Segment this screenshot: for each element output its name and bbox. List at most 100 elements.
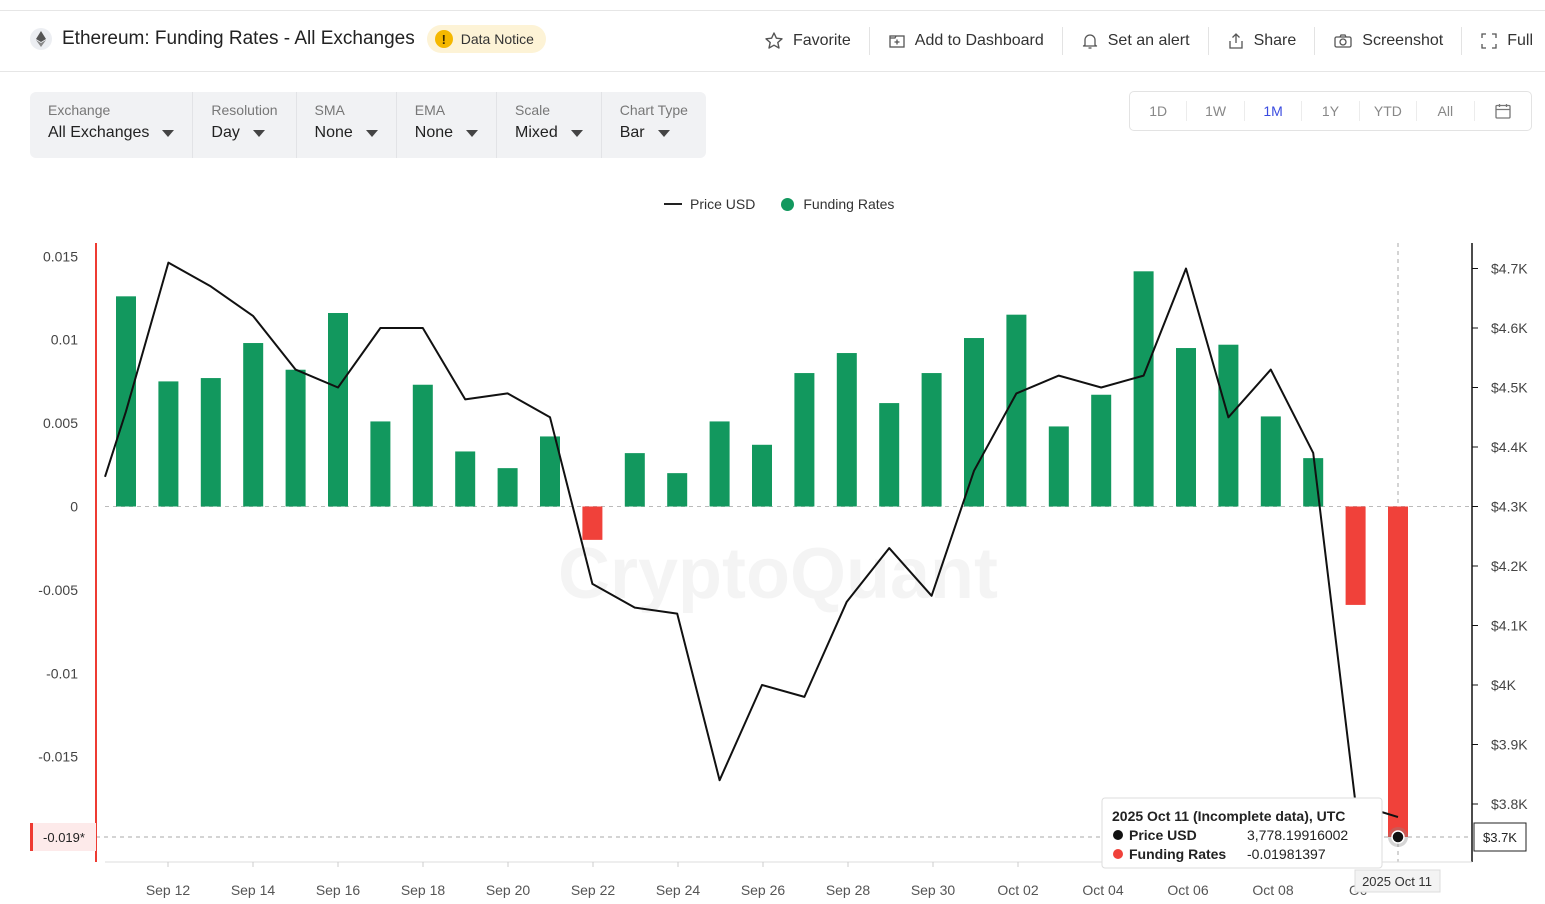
add-to-dashboard-label: Add to Dashboard [914, 32, 1044, 49]
chart-controls: Exchange All Exchanges Resolution Day SM… [30, 92, 706, 158]
caret-down-icon [252, 129, 265, 137]
set-alert-label: Set an alert [1107, 32, 1190, 49]
header-actions: Favorite Add to Dashboard Set an alert S… [746, 27, 1533, 55]
y-left-tick-label: 0.015 [43, 248, 78, 264]
funding-bar [370, 421, 391, 507]
chart-type-select[interactable]: Chart Type Bar [602, 92, 706, 158]
funding-bar [1176, 348, 1196, 507]
y-left-tick-label: 0.01 [51, 332, 78, 348]
caret-down-icon [657, 129, 670, 137]
tooltip-series-name: Funding Rates [1129, 846, 1226, 862]
current-value-tag [30, 822, 96, 851]
funding-bar [1091, 394, 1112, 507]
y-left-tick-label: 0 [70, 499, 78, 515]
x-tick-label: Sep 12 [146, 882, 191, 898]
tooltip-series-value: -0.01981397 [1247, 846, 1326, 862]
sma-select[interactable]: SMA None [297, 92, 397, 158]
funding-legend-label[interactable]: Funding Rates [803, 196, 895, 212]
add-to-dashboard-button[interactable]: Add to Dashboard [868, 27, 1062, 55]
share-button[interactable]: Share [1207, 27, 1315, 55]
chart-type-label: Chart Type [619, 102, 688, 118]
x-tick-label: Sep 16 [316, 882, 361, 898]
funding-bar [794, 373, 815, 507]
funding-bar [667, 473, 688, 507]
funding-bar [1006, 314, 1027, 507]
funding-bar [540, 436, 560, 507]
tooltip-title: 2025 Oct 11 (Incomplete data), UTC [1112, 808, 1345, 824]
scale-label: Scale [515, 102, 551, 118]
exchange-label: Exchange [48, 102, 111, 118]
x-tick-label: Sep 24 [656, 882, 701, 898]
star-icon [765, 32, 783, 49]
calendar-button[interactable] [1475, 101, 1531, 121]
x-tick-label: Sep 30 [911, 882, 956, 898]
y-right-tick-label: $4.6K [1491, 320, 1528, 336]
ema-select[interactable]: EMA None [397, 92, 498, 158]
funding-bar [1133, 271, 1154, 507]
funding-bar [582, 506, 603, 540]
range-1y[interactable]: 1Y [1302, 101, 1360, 121]
y-right-tick-label: $4.4K [1491, 439, 1528, 455]
title-area: Ethereum: Funding Rates - All Exchanges … [30, 25, 546, 53]
dashboard-add-icon [889, 35, 905, 48]
funding-legend-swatch [781, 197, 795, 211]
funding-bar [412, 384, 433, 507]
funding-bar [158, 381, 179, 507]
fullscreen-label: Full [1507, 32, 1533, 49]
x-tick-label: Sep 18 [401, 882, 446, 898]
funding-rate-chart[interactable]: CryptoQuant 0.015 0.01 0.005 0 -0.005 -0.01 -0.… [0, 230, 1545, 904]
x-tick-label: Sep 28 [826, 882, 871, 898]
x-tick-label: Sep 20 [486, 882, 531, 898]
set-alert-button[interactable]: Set an alert [1061, 27, 1208, 55]
tooltip-box [1101, 797, 1383, 869]
y-left-tick-label: -0.015 [38, 749, 78, 765]
scale-select[interactable]: Scale Mixed [497, 92, 602, 158]
funding-bar [709, 421, 730, 507]
y-right-tick-label: $4.7K [1491, 261, 1528, 277]
share-icon [1228, 33, 1243, 49]
resolution-value: Day [211, 124, 240, 141]
y-right-tick-label: $3.9K [1491, 737, 1528, 753]
range-all[interactable]: All [1417, 101, 1475, 121]
chart-type-value: Bar [619, 124, 645, 141]
range-ytd[interactable]: YTD [1360, 101, 1418, 121]
funding-bar [1218, 344, 1239, 507]
caret-down-icon [162, 129, 175, 137]
range-1d[interactable]: 1D [1130, 101, 1188, 121]
calendar-icon [1495, 104, 1511, 119]
x-tick-label: Oct 06 [1167, 882, 1208, 898]
funding-bar [116, 296, 136, 507]
resolution-select[interactable]: Resolution Day [193, 92, 297, 158]
exchange-select[interactable]: Exchange All Exchanges [30, 92, 194, 158]
current-value-tag-accent [30, 822, 33, 851]
crosshair-date-label: 2025 Oct 11 [1362, 874, 1432, 889]
warning-icon: ! [434, 30, 453, 48]
y-right-tick-label: $4.3K [1491, 499, 1528, 515]
cryptoquant-watermark: CryptoQuant [558, 534, 998, 614]
favorite-button[interactable]: Favorite [746, 27, 869, 55]
funding-bar [1048, 426, 1069, 507]
funding-bar [285, 369, 306, 507]
current-funding-label: -0.019* [43, 830, 85, 845]
share-label: Share [1253, 32, 1297, 49]
range-1m[interactable]: 1M [1245, 101, 1303, 121]
funding-bar [1388, 506, 1408, 837]
x-tick-label: Sep 22 [571, 882, 616, 898]
funding-bar [328, 313, 348, 507]
screenshot-button[interactable]: Screenshot [1314, 27, 1461, 55]
y-right-tick-label: $4K [1491, 677, 1517, 693]
sma-value: None [314, 124, 353, 141]
caret-down-icon [570, 129, 583, 137]
funding-bar [497, 468, 518, 507]
range-1w[interactable]: 1W [1187, 101, 1245, 121]
price-line [104, 261, 1399, 818]
price-legend-swatch [664, 203, 682, 205]
favorite-label: Favorite [792, 32, 851, 49]
fullscreen-button[interactable]: Full [1461, 27, 1533, 55]
caret-down-icon [466, 129, 479, 137]
price-legend-label[interactable]: Price USD [690, 196, 756, 212]
x-tick-label: Oct 08 [1252, 882, 1293, 898]
funding-bar [964, 338, 984, 507]
x-tick-label: Sep 26 [741, 882, 786, 898]
data-notice-badge[interactable]: ! Data Notice [426, 25, 546, 53]
